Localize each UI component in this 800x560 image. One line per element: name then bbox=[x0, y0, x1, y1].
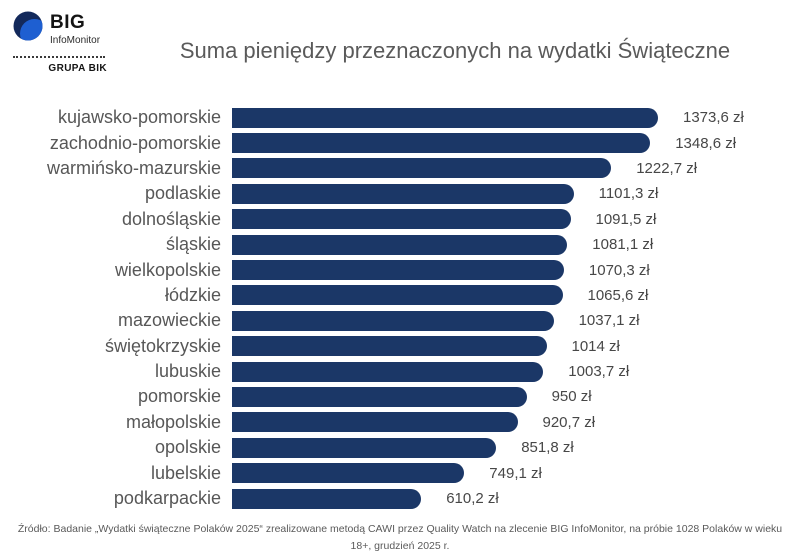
category-label: podlaskie bbox=[144, 183, 221, 204]
chart-row: zachodnio-pomorskie 1348,6 zł bbox=[0, 130, 800, 155]
chart-row: podlaskie 1101,3 zł bbox=[0, 181, 800, 206]
source-note: Źródło: Badanie „Wydatki świąteczne Pola… bbox=[17, 523, 783, 552]
bar bbox=[232, 437, 497, 458]
chart-row: wielkopolskie 1070,3 zł bbox=[0, 257, 800, 282]
value-label: 1091,5 zł bbox=[595, 210, 657, 228]
category-label: warmińsko-mazurskie bbox=[46, 157, 221, 178]
bar bbox=[232, 260, 564, 281]
category-label: małopolskie bbox=[125, 411, 221, 432]
value-label: 920,7 zł bbox=[542, 413, 596, 431]
value-label: 610,2 zł bbox=[446, 490, 499, 508]
bar-track: 920,7 zł bbox=[232, 412, 800, 433]
bar-track: 1373,6 zł bbox=[232, 107, 800, 128]
bar bbox=[232, 234, 568, 255]
bar-track: 1037,1 zł bbox=[232, 310, 800, 331]
bar-track: 1003,7 zł bbox=[232, 361, 800, 382]
bar-track: 851,8 zł bbox=[232, 437, 800, 458]
category-label: dolnośląskie bbox=[121, 208, 221, 229]
chart-row: pomorskie 950 zł bbox=[0, 384, 800, 409]
bar-chart: kujawsko-pomorskie 1373,6 zł zachodnio-p… bbox=[0, 105, 800, 511]
chart-row: podkarpackie 610,2 zł bbox=[0, 486, 800, 511]
category-label: mazowieckie bbox=[117, 310, 221, 331]
bar-track: 1348,6 zł bbox=[232, 133, 800, 154]
value-label: 1065,6 zł bbox=[587, 286, 649, 304]
bar-track: 1091,5 zł bbox=[232, 209, 800, 230]
logo-text-grupa-bik: GRUPA BIK bbox=[48, 62, 107, 74]
category-label: opolskie bbox=[154, 437, 221, 458]
value-label: 1101,3 zł bbox=[598, 185, 659, 203]
category-label: lubelskie bbox=[150, 462, 221, 483]
bar-track: 749,1 zł bbox=[232, 463, 800, 484]
bar bbox=[232, 107, 658, 128]
chart-row: opolskie 851,8 zł bbox=[0, 435, 800, 460]
bar bbox=[232, 285, 563, 306]
bar bbox=[232, 133, 651, 154]
category-label: zachodnio-pomorskie bbox=[49, 132, 221, 153]
value-label: 851,8 zł bbox=[521, 439, 574, 457]
category-label: wielkopolskie bbox=[114, 259, 221, 280]
chart-row: lubelskie 749,1 zł bbox=[0, 460, 800, 485]
chart-row: mazowieckie 1037,1 zł bbox=[0, 308, 800, 333]
bar bbox=[232, 209, 571, 230]
logo-text-big: BIG bbox=[50, 12, 86, 33]
chart-row: łódzkie 1065,6 zł bbox=[0, 283, 800, 308]
bar bbox=[232, 386, 527, 407]
value-label: 1348,6 zł bbox=[675, 134, 737, 152]
header: BIG InfoMonitor GRUPA BIK Suma pieniędzy… bbox=[0, 0, 800, 88]
value-label: 1081,1 zł bbox=[592, 236, 654, 254]
value-label: 749,1 zł bbox=[489, 464, 542, 482]
bar bbox=[232, 183, 574, 204]
bar bbox=[232, 158, 612, 179]
bar bbox=[232, 463, 465, 484]
value-label: 1014 zł bbox=[571, 337, 620, 355]
value-label: 1070,3 zł bbox=[588, 261, 650, 279]
value-label: 1222,7 zł bbox=[636, 159, 698, 177]
chart-row: warmińsko-mazurskie 1222,7 zł bbox=[0, 156, 800, 181]
chart-row: dolnośląskie 1091,5 zł bbox=[0, 207, 800, 232]
bar-track: 1081,1 zł bbox=[232, 234, 800, 255]
bar-track: 1065,6 zł bbox=[232, 285, 800, 306]
category-label: świętokrzyskie bbox=[104, 335, 221, 356]
bar bbox=[232, 336, 547, 357]
category-label: pomorskie bbox=[137, 386, 221, 407]
logo-globe-icon bbox=[13, 11, 43, 41]
bar-track: 610,2 zł bbox=[232, 488, 800, 509]
chart-row: śląskie 1081,1 zł bbox=[0, 232, 800, 257]
chart-row: świętokrzyskie 1014 zł bbox=[0, 334, 800, 359]
chart-row: lubuskie 1003,7 zł bbox=[0, 359, 800, 384]
category-label: kujawsko-pomorskie bbox=[57, 107, 221, 128]
chart-title: Suma pieniędzy przeznaczonych na wydatki… bbox=[179, 38, 731, 63]
bar bbox=[232, 412, 518, 433]
bar bbox=[232, 488, 422, 509]
value-label: 1037,1 zł bbox=[578, 312, 640, 330]
big-infomonitor-logo: BIG InfoMonitor GRUPA BIK bbox=[13, 11, 107, 74]
bar-track: 1222,7 zł bbox=[232, 158, 800, 179]
bar bbox=[232, 310, 554, 331]
dotted-divider bbox=[13, 55, 105, 58]
bar-track: 950 zł bbox=[232, 386, 800, 407]
category-label: lubuskie bbox=[154, 361, 221, 382]
logo-text-infomonitor: InfoMonitor bbox=[50, 34, 101, 46]
chart-row: małopolskie 920,7 zł bbox=[0, 410, 800, 435]
bar-track: 1014 zł bbox=[232, 336, 800, 357]
category-label: śląskie bbox=[165, 234, 221, 255]
value-label: 1003,7 zł bbox=[568, 363, 630, 381]
chart-row: kujawsko-pomorskie 1373,6 zł bbox=[0, 105, 800, 130]
value-label: 950 zł bbox=[551, 388, 592, 406]
logo-sphere-light bbox=[20, 19, 43, 41]
bar-track: 1101,3 zł bbox=[232, 183, 800, 204]
value-label: 1373,6 zł bbox=[683, 109, 744, 127]
bar-track: 1070,3 zł bbox=[232, 260, 800, 281]
category-label: podkarpackie bbox=[113, 488, 221, 509]
bar bbox=[232, 361, 544, 382]
category-label: łódzkie bbox=[164, 284, 221, 305]
